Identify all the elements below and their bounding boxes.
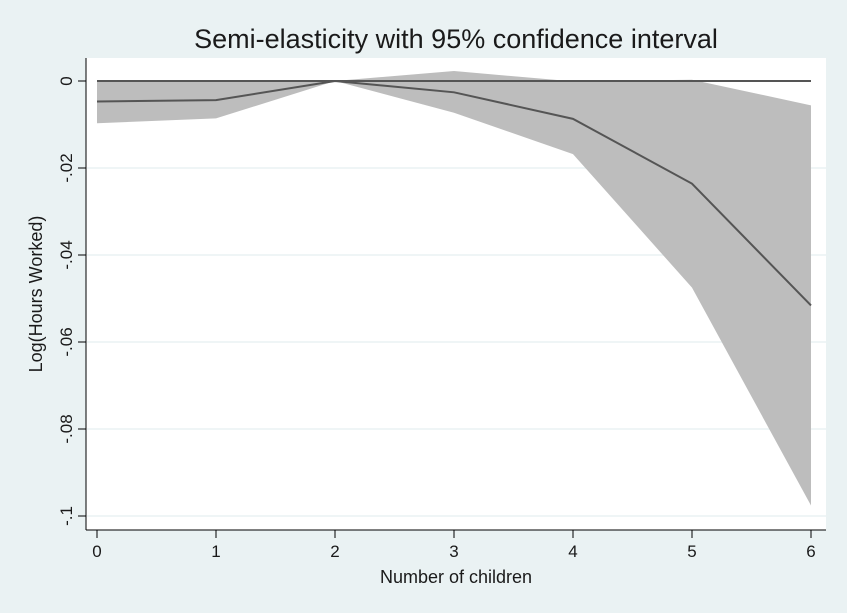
y-tick-label: -.02: [57, 153, 76, 182]
x-tick-label: 5: [687, 542, 696, 561]
y-tick-label: -.1: [57, 506, 76, 526]
x-tick-label: 2: [330, 542, 339, 561]
chart-title: Semi-elasticity with 95% confidence inte…: [194, 24, 718, 54]
y-tick-label: -.06: [57, 327, 76, 356]
y-ticks: 0 -.02 -.04 -.06 -.08 -.1: [57, 76, 86, 526]
x-tick-label: 1: [211, 542, 220, 561]
y-tick-label: -.04: [57, 240, 76, 269]
y-axis-title: Log(Hours Worked): [26, 216, 46, 373]
y-tick-label: -.08: [57, 414, 76, 443]
x-axis-title: Number of children: [380, 567, 532, 587]
x-ticks: 0 1 2 3 4 5 6: [92, 530, 815, 561]
x-tick-label: 3: [449, 542, 458, 561]
x-tick-label: 0: [92, 542, 101, 561]
y-tick-label: 0: [57, 76, 76, 85]
x-tick-label: 4: [568, 542, 577, 561]
x-tick-label: 6: [806, 542, 815, 561]
